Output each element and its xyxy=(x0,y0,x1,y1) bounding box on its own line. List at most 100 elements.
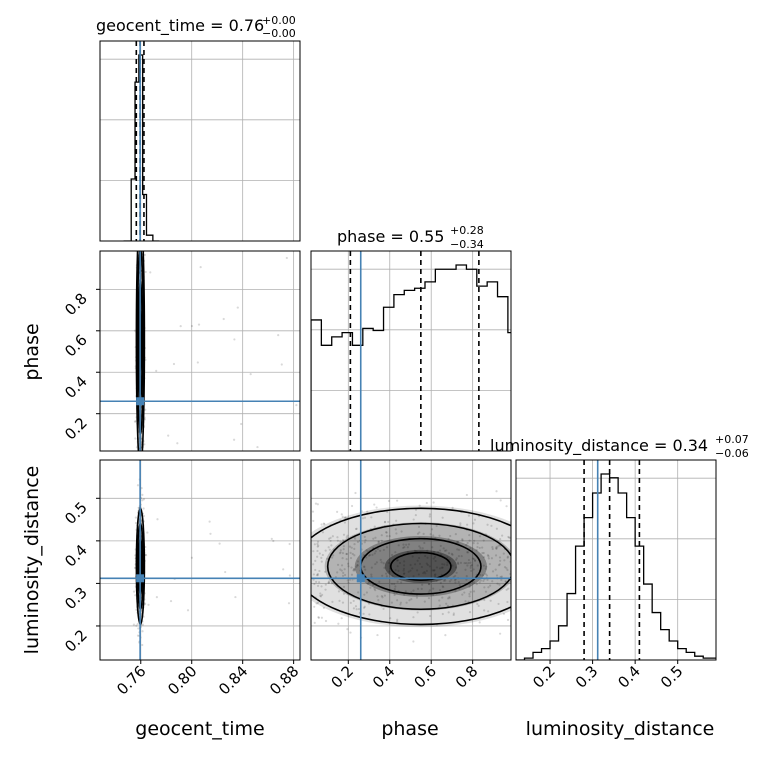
sample-point xyxy=(322,606,325,609)
sample-point xyxy=(507,536,511,539)
sample-point xyxy=(495,547,498,550)
sample-point xyxy=(527,561,529,563)
title-phase-sub: −0.34 xyxy=(450,238,484,251)
sample-point xyxy=(385,546,389,549)
sample-point xyxy=(141,246,143,248)
xtick-label-luminosity_distance-2: 0.4 xyxy=(614,662,644,692)
sample-point xyxy=(315,580,318,583)
sample-point xyxy=(506,568,509,572)
sample-point xyxy=(448,597,451,600)
sample-point xyxy=(370,516,373,519)
sample-point xyxy=(445,549,448,552)
sample-point xyxy=(373,552,376,555)
sample-point xyxy=(381,596,384,599)
sample-point xyxy=(316,601,320,604)
sample-point xyxy=(208,520,211,523)
sample-point xyxy=(566,526,568,528)
sample-point xyxy=(326,557,329,560)
sample-point xyxy=(379,549,382,552)
sample-point xyxy=(469,561,472,564)
sample-point xyxy=(139,247,141,249)
sample-point xyxy=(500,578,503,582)
sample-point xyxy=(295,404,298,407)
sample-point xyxy=(215,234,217,236)
truth-marker xyxy=(136,574,145,583)
sample-point xyxy=(394,585,397,588)
sample-point xyxy=(371,553,374,556)
sample-point xyxy=(443,549,447,552)
title-phase: phase = 0.55 xyxy=(337,227,444,246)
sample-point xyxy=(457,540,460,544)
sample-point xyxy=(428,565,431,568)
histogram-luminosity_distance xyxy=(516,473,716,660)
xlabel-phase: phase xyxy=(381,718,438,740)
sample-point xyxy=(140,244,142,246)
sample-point xyxy=(132,623,136,626)
sample-point xyxy=(382,562,385,565)
sample-point xyxy=(272,539,275,543)
sample-point xyxy=(452,613,455,617)
sample-point xyxy=(321,531,325,534)
sample-point xyxy=(485,574,489,577)
xtick-label-phase-2: 0.6 xyxy=(410,662,440,692)
sample-point xyxy=(233,338,236,341)
sample-point xyxy=(523,531,525,533)
sample-point xyxy=(438,589,442,592)
sample-point xyxy=(562,579,564,581)
sample-point xyxy=(141,630,144,633)
sample-point xyxy=(343,568,346,571)
sample-point xyxy=(496,582,499,585)
ytick-label-phase-0: 0.2 xyxy=(61,414,91,444)
ytick-label-luminosity_distance-1: 0.3 xyxy=(61,584,91,614)
sample-point xyxy=(345,536,348,539)
sample-point xyxy=(498,563,501,566)
sample-point xyxy=(363,565,366,569)
sample-point xyxy=(270,537,273,540)
sample-point xyxy=(479,573,482,576)
sample-point xyxy=(346,534,349,537)
sample-point xyxy=(253,246,255,248)
sample-point xyxy=(343,521,347,524)
sample-point xyxy=(315,574,319,577)
sample-point xyxy=(134,594,137,597)
sample-point xyxy=(346,628,349,631)
sample-point xyxy=(354,491,357,495)
sample-point xyxy=(495,546,498,549)
sample-point xyxy=(438,599,441,602)
sample-point xyxy=(385,535,389,538)
sample-point xyxy=(349,601,352,604)
sample-point xyxy=(450,552,453,555)
sample-point xyxy=(133,329,137,332)
sample-point xyxy=(497,602,500,606)
frame-2-2 xyxy=(515,459,717,661)
sample-point xyxy=(467,558,470,562)
sample-point xyxy=(495,527,498,530)
sample-point xyxy=(136,244,138,246)
sample-point xyxy=(432,557,435,560)
sample-point xyxy=(447,611,450,614)
sample-point xyxy=(363,593,366,596)
sample-point xyxy=(355,527,358,530)
sample-point xyxy=(452,575,455,578)
sample-point xyxy=(312,573,315,576)
sample-point xyxy=(387,561,390,565)
sample-point xyxy=(517,552,519,554)
sample-point xyxy=(355,608,358,611)
ylabel-luminosity-distance: luminosity_distance xyxy=(21,466,43,655)
sample-point xyxy=(441,566,444,569)
sample-point xyxy=(388,534,391,538)
sample-point xyxy=(457,554,461,558)
sample-point xyxy=(320,585,323,588)
ylabel-phase: phase xyxy=(21,323,43,380)
sample-point xyxy=(398,636,401,639)
sample-point xyxy=(498,583,501,586)
sample-point xyxy=(280,363,283,366)
sample-point xyxy=(167,434,170,437)
sample-point xyxy=(456,540,459,544)
sample-point xyxy=(132,590,136,593)
sample-point xyxy=(494,554,498,557)
sample-point xyxy=(396,620,399,623)
sample-point xyxy=(342,533,346,536)
sample-point xyxy=(140,249,142,251)
sample-point xyxy=(312,519,315,523)
